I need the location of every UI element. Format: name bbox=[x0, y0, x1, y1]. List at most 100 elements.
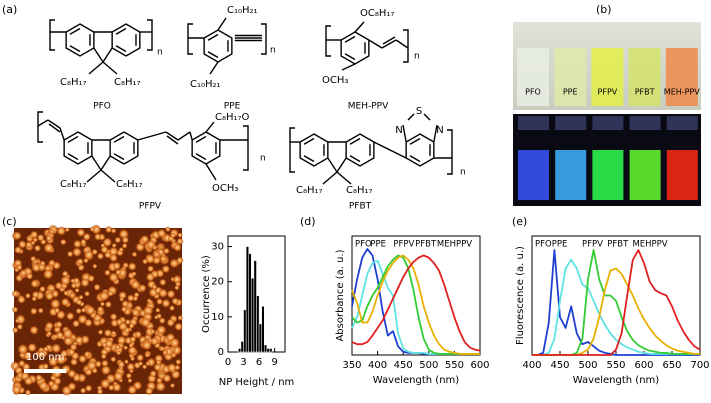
afm-grain bbox=[126, 362, 136, 372]
y-tick-label: 20 bbox=[211, 277, 224, 288]
scale-bar-label: 100 nm bbox=[26, 352, 64, 363]
bond bbox=[195, 135, 207, 143]
afm-grain bbox=[175, 358, 182, 366]
afm-grain bbox=[118, 290, 128, 300]
afm-grain bbox=[85, 305, 96, 316]
group-label: C₁₀H₂₁ bbox=[227, 5, 258, 16]
afm-grain bbox=[13, 245, 23, 255]
y-tick-label: 30 bbox=[211, 242, 224, 253]
afm-grain bbox=[131, 308, 141, 317]
bond bbox=[395, 39, 409, 49]
afm-grain bbox=[53, 376, 62, 386]
afm-grain bbox=[146, 298, 152, 304]
bond bbox=[195, 153, 207, 161]
afm-grain bbox=[53, 307, 61, 314]
afm-grain bbox=[118, 321, 128, 332]
afm-grain bbox=[23, 376, 34, 386]
bond bbox=[409, 155, 421, 163]
bracket bbox=[37, 111, 43, 143]
bond bbox=[115, 27, 127, 35]
bond bbox=[381, 39, 397, 49]
afm-grain bbox=[140, 316, 152, 328]
afm-grain bbox=[44, 321, 54, 331]
x-tick-label: 700 bbox=[690, 360, 709, 371]
afm-grain bbox=[114, 344, 121, 351]
series-name: PPE bbox=[370, 240, 386, 250]
afm-grain bbox=[140, 234, 150, 244]
group-label: C₈H₁₇ bbox=[116, 179, 143, 190]
x-axis-label: NP Height / nm bbox=[219, 377, 295, 388]
vial-cap bbox=[592, 116, 624, 130]
x-tick-label: 0 bbox=[225, 357, 231, 368]
bond bbox=[189, 131, 193, 141]
afm-grain bbox=[47, 380, 55, 388]
series-name: PFBT bbox=[607, 240, 629, 250]
series-line bbox=[351, 254, 480, 355]
vial-label: PFBT bbox=[635, 88, 655, 97]
afm-grain bbox=[53, 333, 59, 340]
histogram-bar bbox=[243, 309, 247, 353]
afm-grain bbox=[162, 373, 172, 383]
afm-grain bbox=[138, 284, 147, 293]
afm-grain bbox=[69, 357, 79, 367]
afm-grain bbox=[43, 242, 55, 254]
vial bbox=[628, 48, 661, 106]
afm-grain bbox=[83, 290, 91, 297]
afm-grain bbox=[19, 269, 28, 278]
afm-grain bbox=[35, 374, 43, 382]
afm-grain bbox=[11, 384, 22, 395]
repeat-n: n bbox=[414, 52, 420, 62]
afm-grain bbox=[114, 236, 122, 244]
afm-grain bbox=[111, 330, 117, 336]
afm-grain bbox=[102, 237, 113, 248]
afm-grain bbox=[76, 257, 84, 266]
bond bbox=[322, 171, 338, 185]
bond bbox=[336, 157, 347, 173]
afm-grain bbox=[158, 317, 166, 325]
bond bbox=[48, 123, 61, 133]
afm-grain bbox=[38, 380, 49, 391]
afm-grain bbox=[72, 373, 82, 383]
bond bbox=[205, 121, 215, 133]
afm-grain bbox=[145, 272, 155, 282]
x-tick-label: 6 bbox=[256, 357, 262, 368]
afm-grain bbox=[116, 335, 127, 346]
afm-grain bbox=[109, 312, 118, 321]
group-label: OC₈H₁₇ bbox=[360, 8, 394, 19]
vial bbox=[665, 48, 698, 106]
vial-label: PFO bbox=[525, 88, 541, 97]
afm-grain bbox=[141, 364, 148, 370]
vial bbox=[554, 48, 587, 106]
afm-grain bbox=[56, 225, 67, 236]
afm-grain bbox=[100, 353, 107, 360]
repeat-n: n bbox=[270, 46, 276, 56]
vial-glow bbox=[666, 150, 698, 200]
panel-label: (c) bbox=[2, 215, 17, 228]
afm-grain bbox=[93, 283, 101, 291]
y-axis-label: Occurrence (%) bbox=[201, 255, 212, 333]
afm-grain bbox=[97, 329, 104, 336]
y-axis-label: Absorbance (a. u.) bbox=[335, 249, 346, 341]
afm-grain bbox=[37, 307, 44, 314]
x-tick-label: 350 bbox=[342, 360, 361, 371]
bond bbox=[205, 163, 217, 181]
afm-grain bbox=[30, 279, 40, 289]
afm-grain bbox=[166, 318, 176, 328]
afm-grain bbox=[80, 307, 87, 313]
x-tick-label: 500 bbox=[419, 360, 438, 371]
structure-name: MEH-PPV bbox=[348, 102, 389, 112]
afm-grain bbox=[110, 356, 117, 363]
afm-grain bbox=[12, 326, 19, 334]
afm-grain bbox=[74, 335, 84, 345]
afm-grain bbox=[70, 278, 76, 284]
afm-grain bbox=[130, 279, 141, 290]
series-name: PFPV bbox=[582, 240, 603, 250]
afm-grain bbox=[145, 360, 151, 367]
afm-grain bbox=[67, 381, 77, 391]
vial-glow bbox=[629, 150, 661, 200]
afm-grain bbox=[156, 324, 167, 336]
vial-glow bbox=[518, 150, 549, 200]
afm-grain bbox=[142, 258, 149, 265]
group-label: OCH₃ bbox=[212, 183, 238, 194]
vial-glow bbox=[555, 150, 587, 200]
